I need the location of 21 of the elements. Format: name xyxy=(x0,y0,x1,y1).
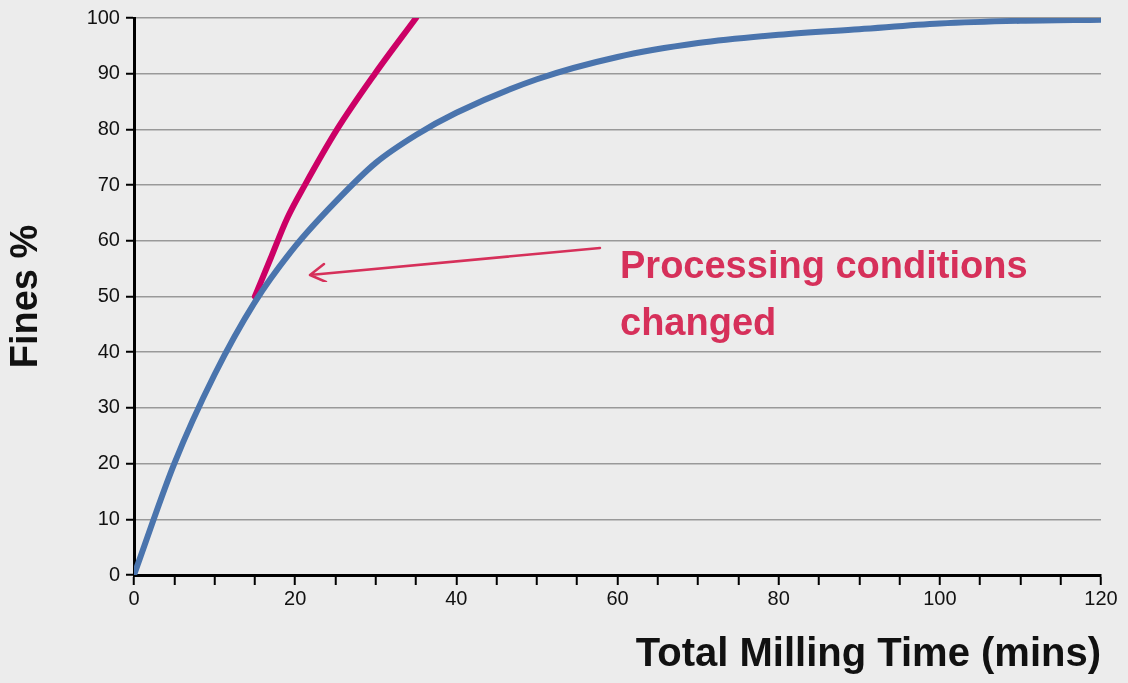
x-tick-label: 40 xyxy=(445,586,468,609)
y-axis-title: Fines % xyxy=(3,224,46,369)
y-tick-label: 70 xyxy=(97,172,120,195)
y-tick-label: 20 xyxy=(97,451,120,474)
y-tick-label: 30 xyxy=(97,395,120,418)
x-tick-label: 60 xyxy=(606,586,629,609)
y-tick-label: 0 xyxy=(108,562,120,585)
y-tick-label: 90 xyxy=(97,61,120,84)
y-tick-label: 40 xyxy=(97,339,120,362)
x-axis-title: Total Milling Time (mins) xyxy=(635,630,1101,675)
y-tick-label: 50 xyxy=(97,284,120,307)
y-tick-label: 80 xyxy=(97,116,120,139)
x-tick-label: 80 xyxy=(767,586,790,609)
x-tick-label: 120 xyxy=(1084,586,1118,609)
x-tick-label: 100 xyxy=(923,586,957,609)
x-tick-label: 0 xyxy=(128,586,140,609)
y-tick-label: 10 xyxy=(97,506,120,529)
x-tick-label: 20 xyxy=(284,586,307,609)
y-tick-label: 100 xyxy=(86,5,120,28)
annotation: Processing conditions changed xyxy=(620,244,1028,343)
y-tick-label: 60 xyxy=(97,228,120,251)
